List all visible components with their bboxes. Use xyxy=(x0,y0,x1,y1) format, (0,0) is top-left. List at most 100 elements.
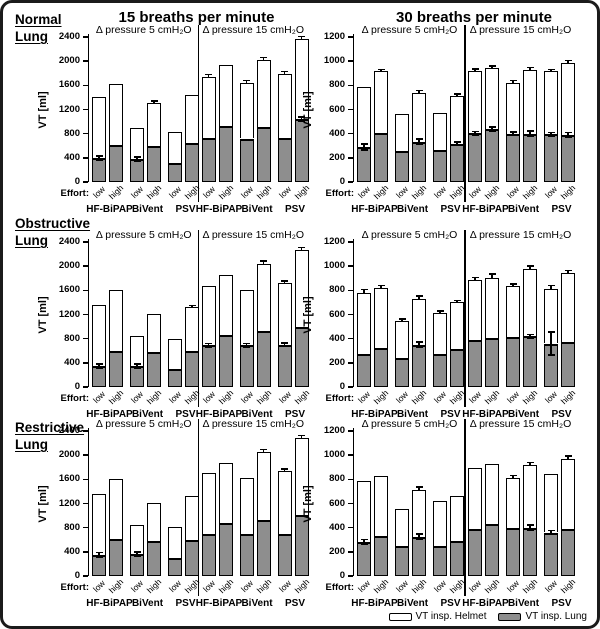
error-bar-lung-capbottom xyxy=(488,130,496,132)
bar-helmet-segment xyxy=(130,524,144,555)
ventmode-group-label: BiVent xyxy=(241,598,273,609)
bar-helmet-segment xyxy=(433,312,447,354)
error-bar-total xyxy=(512,81,514,83)
error-bar-total-cap xyxy=(453,93,461,95)
error-bar-total-cap xyxy=(564,59,572,62)
ventmode-group-label: BiVent xyxy=(241,409,273,420)
y-tick-label: 1000 xyxy=(323,449,345,461)
y-tick-label: 400 xyxy=(64,545,80,557)
bar-helmet-segment xyxy=(277,73,292,138)
bar-helmet-segment xyxy=(523,268,537,337)
y-axis xyxy=(87,34,89,182)
ventmode-group-label: HF-BiPAP xyxy=(351,204,398,215)
row-label-normal-line1: Normal xyxy=(15,12,62,27)
error-bar-total xyxy=(283,281,286,284)
error-bar-lung-capbottom xyxy=(547,135,555,137)
bar-helmet-segment xyxy=(506,477,520,529)
y-tick-label: 2400 xyxy=(58,236,80,247)
error-bar-lung-capbottom xyxy=(471,134,479,136)
error-bar-lung xyxy=(136,552,138,556)
error-bar-lung-capbottom xyxy=(526,135,534,137)
error-bar-lung-capbottom xyxy=(133,555,141,558)
ventmode-group-label: HF-BiPAP xyxy=(86,204,133,215)
bar-helmet-segment xyxy=(294,250,309,327)
subpanel-title: Δ pressure 15 cmH₂O xyxy=(469,229,572,241)
ventmode-group-label: BiVent xyxy=(241,204,273,215)
bar-helmet-segment xyxy=(450,495,464,541)
error-bar-total-cap xyxy=(260,260,267,262)
y-tick-label: 0 xyxy=(74,381,80,392)
error-bar-total-cap xyxy=(377,284,385,287)
bar-helmet-segment xyxy=(256,59,271,128)
bar-helmet-segment xyxy=(168,132,182,164)
error-bar-total xyxy=(300,248,303,251)
bar-lung-segment xyxy=(395,358,409,387)
error-bar-lung xyxy=(418,534,420,539)
ventmode-group-label: BiVent xyxy=(131,598,164,609)
error-bar-total-cap xyxy=(298,434,305,437)
error-bar-total xyxy=(300,436,303,439)
legend-item-lung: VT insp. Lung xyxy=(498,611,587,622)
error-bar-total xyxy=(474,69,476,71)
y-tick xyxy=(348,502,353,505)
bar-lung-segment xyxy=(294,326,309,387)
bar-lung-segment xyxy=(239,534,254,576)
error-bar-lung-capbottom xyxy=(526,337,534,339)
y-tick-label: 800 xyxy=(329,473,345,485)
bar-helmet-segment xyxy=(130,336,144,366)
legend-lung-swatch-icon xyxy=(498,612,522,621)
error-bar-total-cap xyxy=(360,288,368,291)
ventmode-group-label: BiVent xyxy=(131,409,164,420)
y-tick xyxy=(83,337,88,340)
bar-lung-segment xyxy=(168,557,182,576)
column-header-15bpm: 15 breaths per minute xyxy=(118,9,275,26)
bar-lung-segment xyxy=(277,533,292,576)
bar-helmet-segment xyxy=(468,70,482,134)
error-bar-lung-captop xyxy=(95,363,103,365)
bar-lung-segment xyxy=(147,352,161,387)
error-bar-lung xyxy=(456,142,458,145)
error-bar-total-cap xyxy=(415,295,423,297)
ventmode-group-label: HF-BiPAP xyxy=(351,598,398,609)
bar-helmet-segment xyxy=(395,321,409,358)
subpanel-divider xyxy=(464,230,466,407)
y-tick xyxy=(348,362,353,364)
bar-lung-segment xyxy=(561,341,575,387)
y-tick-label: 400 xyxy=(329,127,345,139)
bar-lung-segment xyxy=(256,519,271,576)
y-tick-label: 2000 xyxy=(58,55,80,67)
y-tick-label: 0 xyxy=(339,381,345,392)
error-bar-lung xyxy=(207,344,210,347)
error-bar-total-cap xyxy=(453,299,461,302)
bar-helmet-segment xyxy=(544,288,558,344)
error-bar-total-cap xyxy=(471,276,479,279)
bar-lung-segment xyxy=(357,146,371,182)
error-bar-total-cap xyxy=(509,474,517,477)
error-bar-lung xyxy=(550,332,552,355)
bar-helmet-segment xyxy=(168,527,182,558)
error-bar-lung xyxy=(98,553,100,557)
bar-helmet-segment xyxy=(294,438,309,515)
bar-lung-segment xyxy=(147,145,161,182)
error-bar-total xyxy=(529,266,531,269)
subpanel-divider xyxy=(464,419,466,596)
error-bar-total xyxy=(529,68,531,70)
error-bar-total xyxy=(262,261,265,264)
bar-helmet-segment xyxy=(92,97,106,158)
y-tick xyxy=(83,36,88,38)
bar-lung-segment xyxy=(374,348,388,387)
error-bar-total-cap xyxy=(488,65,496,67)
column-header-30bpm: 30 breaths per minute xyxy=(396,9,552,26)
error-bar-total-cap xyxy=(281,468,288,470)
bar-helmet-segment xyxy=(395,508,409,547)
ventmode-group-label: PSV xyxy=(175,598,196,609)
error-bar-lung-captop xyxy=(526,130,534,132)
y-tick-label: 1200 xyxy=(58,497,80,509)
error-bar-total xyxy=(262,58,265,60)
bar-lung-segment xyxy=(412,141,426,182)
y-tick xyxy=(348,478,353,481)
row-label-normal-lung: Normal Lung xyxy=(15,11,62,45)
bar-helmet-segment xyxy=(109,478,123,540)
subpanel-title: Δ pressure 15 cmH₂O xyxy=(469,418,572,430)
error-bar-lung xyxy=(300,117,303,121)
